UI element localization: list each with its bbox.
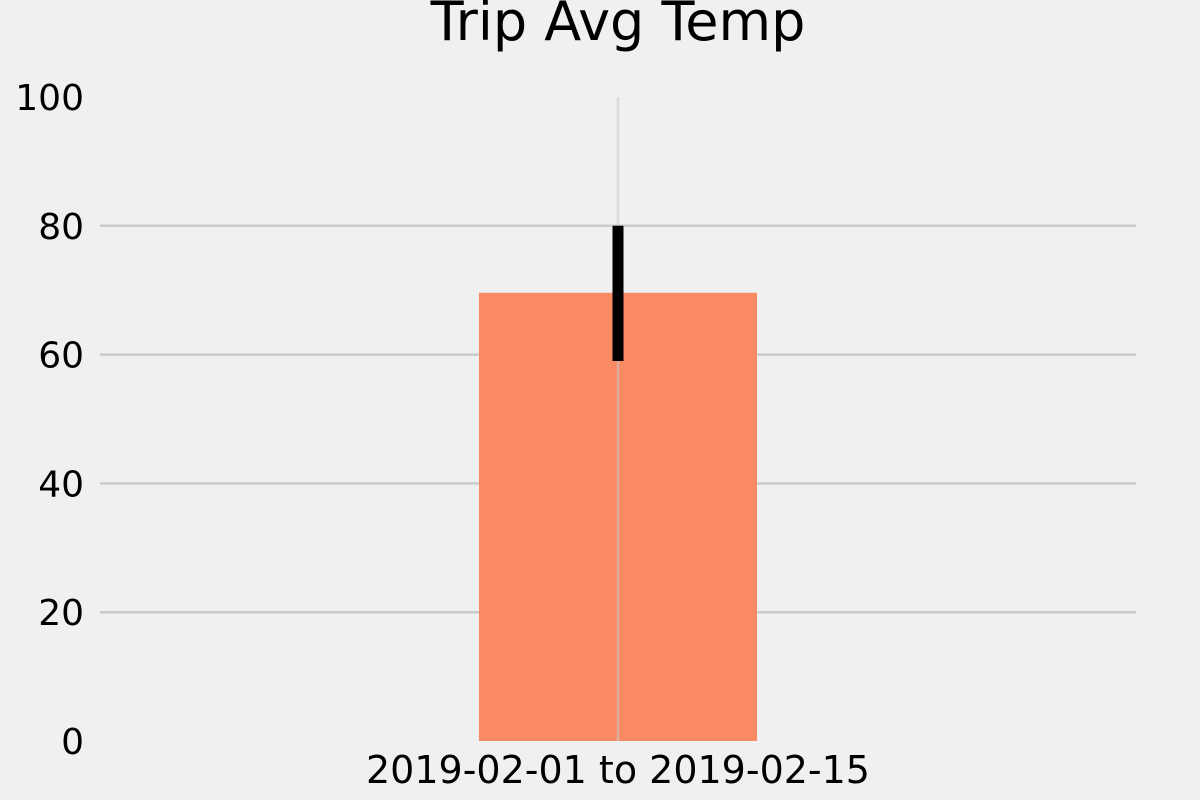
y-tick-label-40: 40 — [38, 464, 84, 505]
y-axis-ticks: 0 20 40 60 80 100 — [15, 78, 84, 763]
x-tick-label-0: 2019-02-01 to 2019-02-15 — [366, 748, 870, 792]
x-axis-ticks: 2019-02-01 to 2019-02-15 — [366, 748, 870, 792]
y-tick-label-80: 80 — [38, 207, 84, 248]
y-tick-label-100: 100 — [15, 78, 84, 119]
y-tick-label-0: 0 — [61, 722, 84, 763]
y-tick-label-20: 20 — [38, 593, 84, 634]
chart-title: Trip Avg Temp — [430, 0, 806, 53]
y-tick-label-60: 60 — [38, 336, 84, 377]
